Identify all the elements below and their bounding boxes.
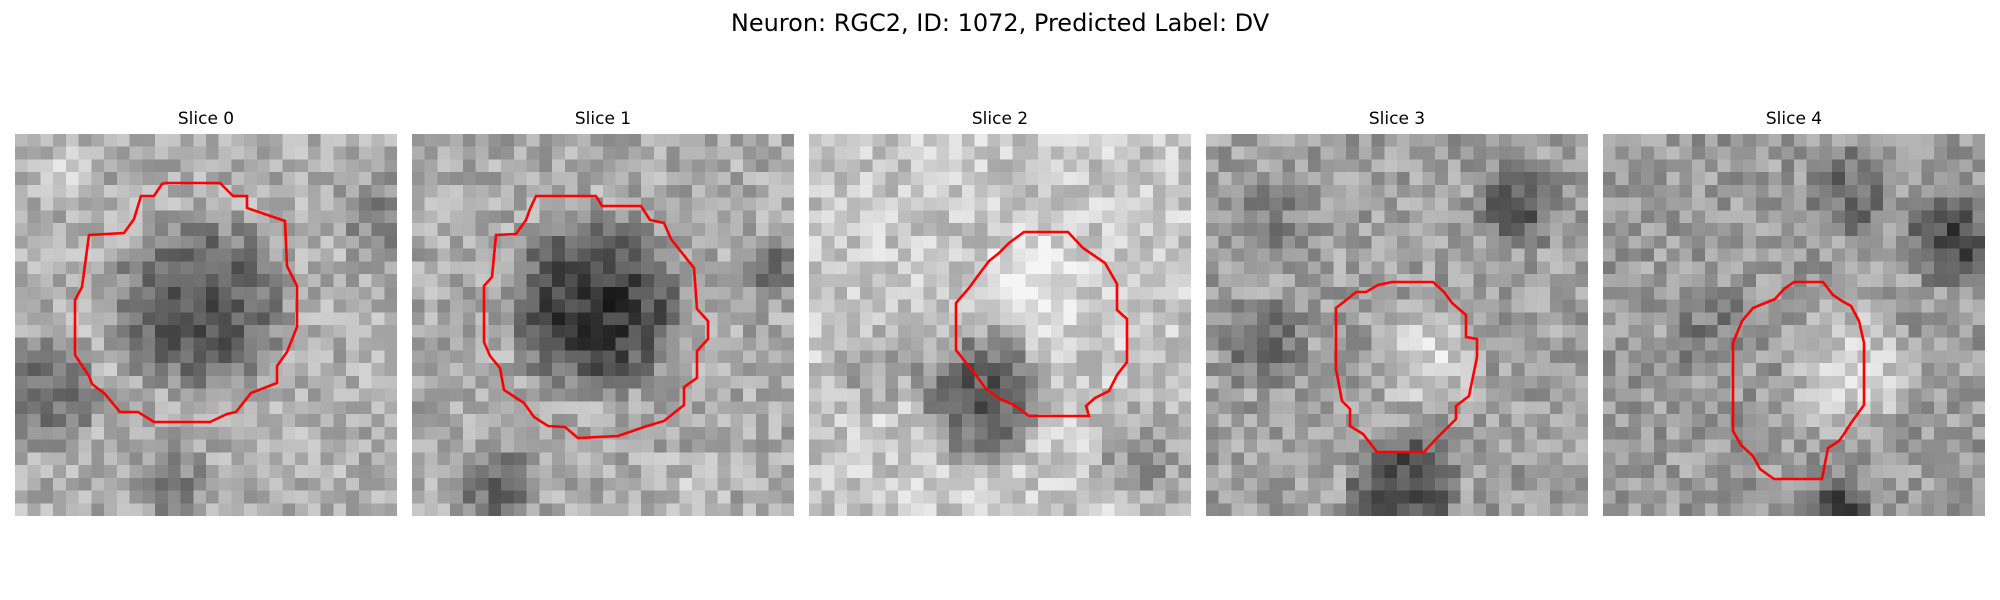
slice-outline-0: [73, 181, 299, 424]
slice-title-3: Slice 3: [1368, 109, 1426, 129]
slice-outline-1: [482, 194, 710, 440]
slice-title-0: Slice 0: [177, 109, 235, 129]
figure-title: Neuron: RGC2, ID: 1072, Predicted Label:…: [730, 9, 1270, 37]
cell-outline-1: [482, 194, 710, 440]
slice-image-0: [15, 134, 397, 516]
slice-panel-0: [15, 134, 397, 516]
slice-image-4: [1603, 134, 1985, 516]
slice-outline-3: [1334, 280, 1479, 454]
slice-title-1: Slice 1: [574, 109, 632, 129]
cell-outline-4: [1731, 280, 1866, 481]
slice-panel-1: [412, 134, 794, 516]
slice-title-2: Slice 2: [971, 109, 1029, 129]
cell-outline-0: [73, 181, 299, 424]
slice-panel-2: [809, 134, 1191, 516]
slice-title-4: Slice 4: [1765, 109, 1823, 129]
cell-outline-3: [1334, 280, 1479, 454]
slice-panel-3: [1206, 134, 1588, 516]
slice-panel-4: [1603, 134, 1985, 516]
slice-image-1: [412, 134, 794, 516]
cell-outline-2: [954, 230, 1129, 418]
slice-outline-2: [954, 230, 1129, 418]
slice-outline-4: [1731, 280, 1866, 481]
